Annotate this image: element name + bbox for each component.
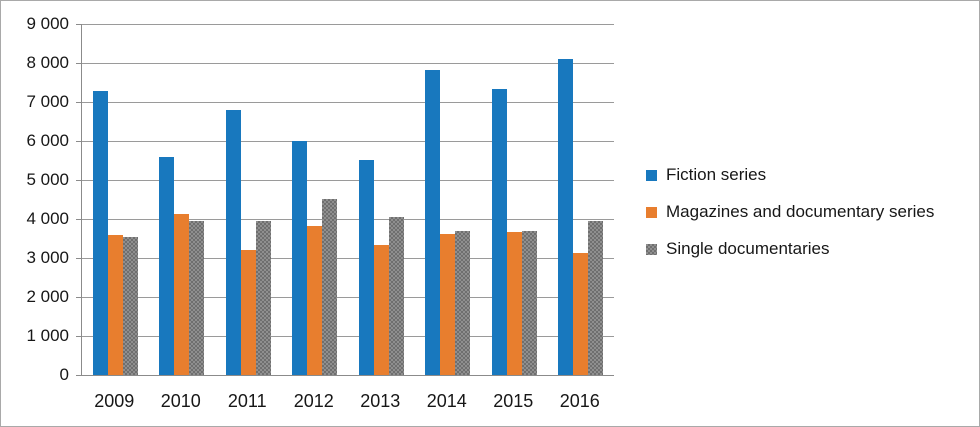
bar-group-2012 <box>292 24 338 375</box>
y-axis-tick <box>76 258 82 259</box>
bar-group-2013 <box>358 24 404 375</box>
bar-single-documentaries-2015 <box>521 231 537 375</box>
gridline <box>82 336 614 337</box>
x-axis-tick-labels: 2009 2010 2011 2012 2013 2014 2015 2016 <box>1 390 979 414</box>
bar-magazines-and-documentary-series-2011 <box>240 250 256 375</box>
x-axis-tick-label: 2009 <box>94 391 135 411</box>
bar-fiction-series-2013 <box>358 160 374 375</box>
bar-magazines-and-documentary-series-2013 <box>373 245 389 375</box>
bar-single-documentaries-2011 <box>255 221 271 375</box>
x-axis-tick-label: 2014 <box>426 391 467 411</box>
legend-label: Magazines and documentary series <box>666 202 935 221</box>
bar-magazines-and-documentary-series-2010 <box>174 214 190 375</box>
y-axis-tick-label: 7 000 <box>26 92 69 111</box>
legend-item: Single documentaries <box>646 239 934 259</box>
bar-magazines-and-documentary-series-2012 <box>307 226 323 375</box>
bar-group-2009 <box>92 24 138 375</box>
bar-magazines-and-documentary-series-2009 <box>107 235 123 375</box>
bar-magazines-and-documentary-series-2015 <box>506 232 522 375</box>
bar-fiction-series-2011 <box>225 110 241 375</box>
y-axis-tick <box>76 180 82 181</box>
gridline <box>82 141 614 142</box>
y-axis-tick <box>76 24 82 25</box>
bar-group-2015 <box>491 24 537 375</box>
bar-single-documentaries-2016 <box>588 221 604 375</box>
y-axis-tick-labels: 0 1 000 2 000 3 000 4 000 5 000 6 000 7 000 8 00… <box>1 15 69 384</box>
bar-fiction-series-2009 <box>92 91 108 375</box>
y-axis-tick-label: 0 <box>59 365 69 384</box>
legend-label: Fiction series <box>666 165 767 184</box>
bar-fiction-series-2016 <box>558 59 574 375</box>
y-axis-tick <box>76 102 82 103</box>
bar-fiction-series-2012 <box>292 141 308 375</box>
y-axis-tick <box>76 219 82 220</box>
gridline <box>82 297 614 298</box>
gridline <box>82 102 614 103</box>
legend-item: Magazines and documentary series <box>646 202 934 222</box>
x-axis-tick-label: 2015 <box>493 391 534 411</box>
bar-magazines-and-documentary-series-2014 <box>440 234 456 375</box>
gridline <box>82 180 614 181</box>
x-axis-tick-label: 2010 <box>160 391 201 411</box>
legend-label: Single documentaries <box>666 239 830 258</box>
bar-single-documentaries-2013 <box>388 217 404 375</box>
bar-fiction-series-2010 <box>159 157 175 375</box>
x-axis-tick-label: 2016 <box>559 391 600 411</box>
y-axis-tick-label: 6 000 <box>26 131 69 150</box>
legend: Fiction series Magazines and documentary … <box>646 165 934 276</box>
bar-fiction-series-2014 <box>425 70 441 375</box>
bar-single-documentaries-2014 <box>455 231 471 375</box>
x-axis-tick-label: 2013 <box>360 391 401 411</box>
x-axis-tick-label: 2012 <box>293 391 334 411</box>
x-axis-tick-label: 2011 <box>227 391 267 411</box>
y-axis-tick-label: 8 000 <box>26 53 69 72</box>
bar-single-documentaries-2012 <box>322 199 338 375</box>
y-axis-tick <box>76 297 82 298</box>
bar-group-2016 <box>558 24 604 375</box>
plot-area <box>76 24 614 376</box>
bar-single-documentaries-2010 <box>189 221 205 375</box>
bar-magazines-and-documentary-series-2016 <box>573 253 589 375</box>
y-axis-tick-label: 4 000 <box>26 209 69 228</box>
y-axis-tick-label: 2 000 <box>26 287 69 306</box>
gridline <box>82 24 614 25</box>
y-axis-tick-label: 5 000 <box>26 170 69 189</box>
legend-item: Fiction series <box>646 165 934 185</box>
bar-groups <box>82 24 614 375</box>
legend-swatch-icon <box>646 243 657 255</box>
gridline <box>82 258 614 259</box>
y-axis-tick <box>76 141 82 142</box>
y-axis-tick-label: 1 000 <box>26 326 69 345</box>
legend-swatch-icon <box>646 169 657 181</box>
y-axis-tick-label: 9 000 <box>26 14 69 33</box>
legend-swatch-icon <box>646 206 657 218</box>
y-axis-tick <box>76 63 82 64</box>
y-axis-tick <box>76 336 82 337</box>
bar-single-documentaries-2009 <box>122 237 138 375</box>
bar-fiction-series-2015 <box>491 89 507 375</box>
gridline <box>82 219 614 220</box>
y-axis-tick-label: 3 000 <box>26 248 69 267</box>
gridline <box>82 63 614 64</box>
bar-group-2011 <box>225 24 271 375</box>
bar-group-2014 <box>425 24 471 375</box>
y-axis-tick <box>76 375 82 376</box>
bar-group-2010 <box>159 24 205 375</box>
